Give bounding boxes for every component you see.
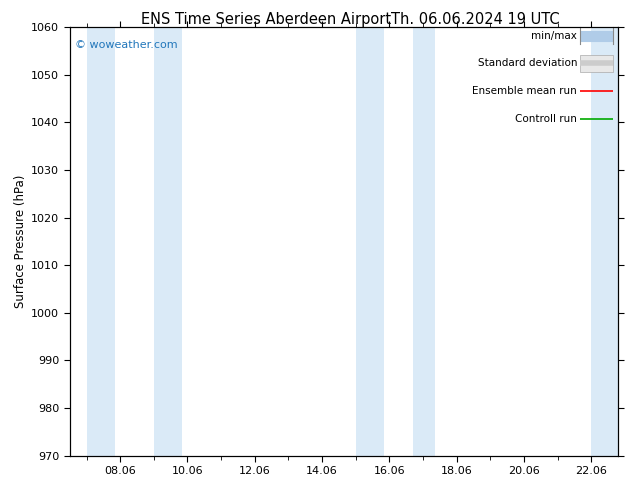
Bar <box>592 27 618 456</box>
Bar <box>356 27 384 456</box>
Text: © woweather.com: © woweather.com <box>75 40 178 50</box>
Text: Controll run: Controll run <box>515 114 577 124</box>
Y-axis label: Surface Pressure (hPa): Surface Pressure (hPa) <box>14 174 27 308</box>
Bar <box>154 27 183 456</box>
Bar <box>87 27 115 456</box>
Text: Standard deviation: Standard deviation <box>477 58 577 69</box>
Text: Ensemble mean run: Ensemble mean run <box>472 86 577 96</box>
FancyBboxPatch shape <box>579 55 612 72</box>
Text: min/max: min/max <box>531 30 577 41</box>
Bar <box>413 27 435 456</box>
Text: Th. 06.06.2024 19 UTC: Th. 06.06.2024 19 UTC <box>391 12 560 27</box>
Text: ENS Time Series Aberdeen Airport: ENS Time Series Aberdeen Airport <box>141 12 391 27</box>
